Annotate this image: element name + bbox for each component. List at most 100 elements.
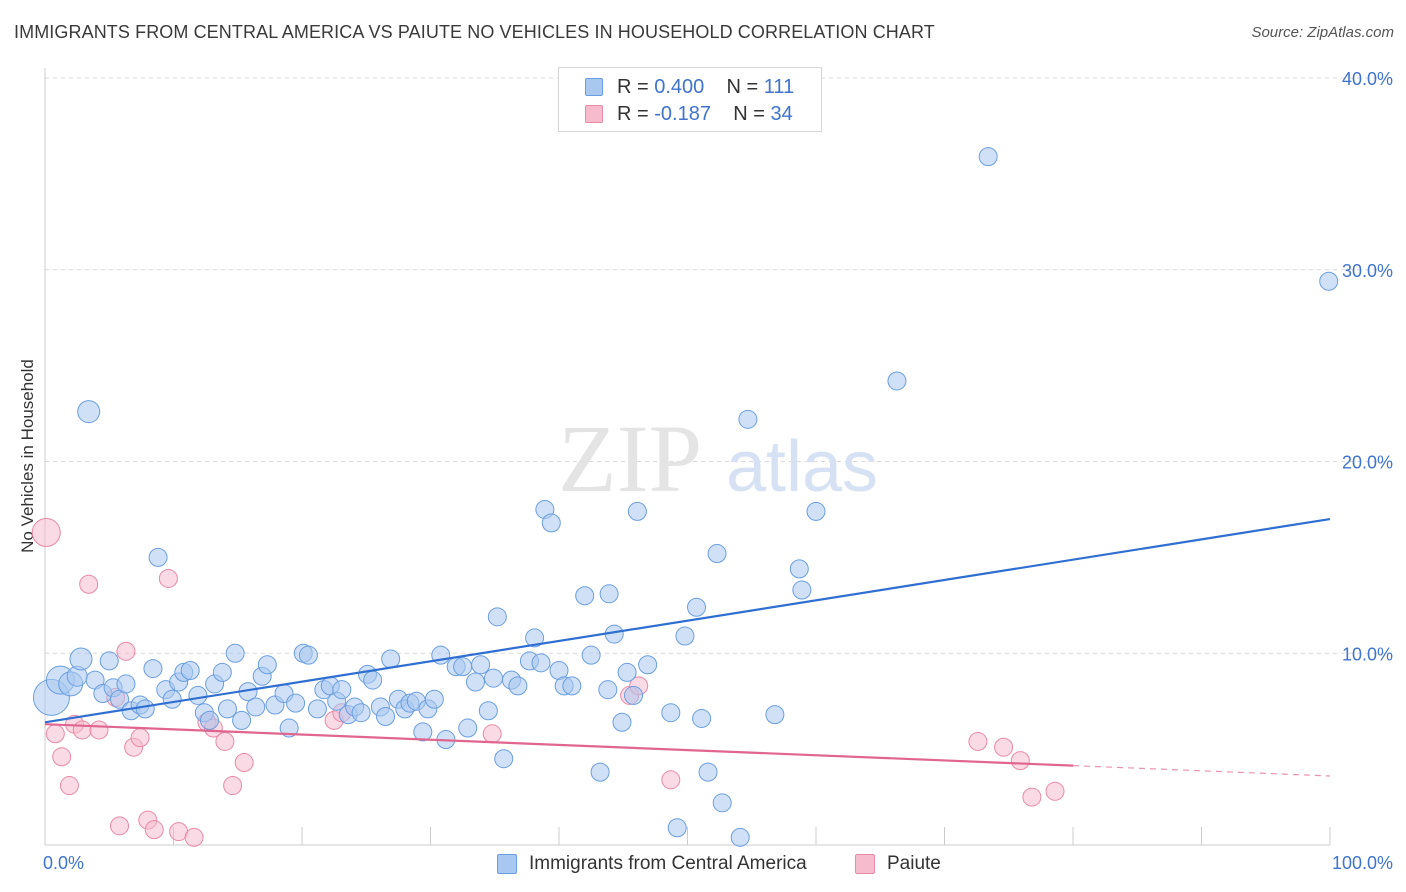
paiute-point xyxy=(661,770,681,790)
y-tick-label: 30.0% xyxy=(1342,261,1393,281)
central-america-point xyxy=(199,710,219,730)
legend-n-value: 34 xyxy=(770,102,793,125)
central-america-point xyxy=(738,409,758,429)
central-america-point xyxy=(887,371,907,391)
paiute-point xyxy=(89,720,109,740)
central-america-point xyxy=(508,676,528,696)
legend-n-label: N = xyxy=(726,75,759,98)
central-america-point xyxy=(789,559,809,579)
central-america-point xyxy=(143,659,163,679)
series-label-paiute: Paiute xyxy=(887,853,941,874)
central-america-point xyxy=(286,693,306,713)
central-america-point xyxy=(1319,271,1339,291)
central-america-point xyxy=(575,586,595,606)
central-america-points xyxy=(32,147,1339,847)
watermark-zip: ZIP xyxy=(558,405,702,512)
paiute-point xyxy=(1022,787,1042,807)
legend-r-label: R = xyxy=(617,102,649,125)
paiute-point xyxy=(994,737,1014,757)
paiute-point xyxy=(1045,781,1065,801)
pink-swatch xyxy=(855,854,875,874)
watermark-atlas: atlas xyxy=(726,427,878,507)
central-america-point xyxy=(363,670,383,690)
central-america-point xyxy=(453,657,473,677)
central-america-point xyxy=(69,647,93,671)
correlation-legend: R = 0.400 N = 111 R = -0.187 N = 34 xyxy=(558,67,822,132)
watermark: ZIP atlas xyxy=(558,405,878,512)
central-america-point xyxy=(77,400,101,424)
central-america-point xyxy=(627,501,647,521)
central-america-point xyxy=(217,699,237,719)
y-tick-label: 10.0% xyxy=(1342,644,1393,664)
paiute-point xyxy=(234,753,254,773)
central-america-point xyxy=(617,662,637,682)
central-america-point xyxy=(531,653,551,673)
central-america-point xyxy=(381,649,401,669)
central-america-trend-line xyxy=(44,517,1331,724)
central-america-point xyxy=(188,685,208,705)
paiute-point xyxy=(59,776,79,796)
central-america-point xyxy=(180,661,200,681)
central-america-point xyxy=(667,818,687,838)
legend-n-label: N = xyxy=(733,102,765,125)
central-america-point xyxy=(298,645,318,665)
bottom-legend-pink: Paiute xyxy=(855,851,941,877)
central-america-point xyxy=(279,718,299,738)
pink-swatch xyxy=(585,105,603,123)
bottom-legend-blue: Immigrants from Central America xyxy=(497,851,807,877)
legend-r-value: -0.187 xyxy=(654,102,711,125)
central-america-point xyxy=(541,513,561,533)
paiute-trend-line-extension xyxy=(1072,765,1331,777)
paiute-trend-line xyxy=(44,723,1074,767)
trend-lines xyxy=(44,517,1331,777)
central-america-point xyxy=(686,597,706,617)
y-tick-label: 20.0% xyxy=(1342,453,1393,473)
central-america-point xyxy=(590,762,610,782)
central-america-point xyxy=(638,655,658,675)
central-america-point xyxy=(562,676,582,696)
tick-labels: 10.0% 20.0% 30.0% 40.0% 0.0% 100.0% xyxy=(43,69,1393,873)
y-tick-label: 40.0% xyxy=(1342,69,1393,89)
central-america-point xyxy=(257,655,277,675)
central-america-point xyxy=(675,626,695,646)
paiute-point xyxy=(130,728,150,748)
legend-r-value: 0.400 xyxy=(654,75,705,98)
central-america-point xyxy=(99,651,119,671)
paiute-point xyxy=(52,747,72,767)
central-america-point xyxy=(525,628,545,648)
blue-swatch xyxy=(497,854,517,874)
central-america-point xyxy=(792,580,812,600)
x-tick-label: 100.0% xyxy=(1332,853,1393,873)
legend-r-label: R = xyxy=(617,75,649,98)
central-america-point xyxy=(351,703,371,723)
paiute-point xyxy=(158,568,178,588)
source-label: Source: ZipAtlas.com xyxy=(1251,24,1394,41)
central-america-point xyxy=(612,712,632,732)
central-america-point xyxy=(712,793,732,813)
central-america-point xyxy=(730,827,750,847)
legend-row-pink: R = -0.187 N = 34 xyxy=(585,101,793,127)
paiute-point xyxy=(144,820,164,840)
central-america-point xyxy=(661,703,681,723)
central-america-point xyxy=(978,147,998,167)
central-america-point xyxy=(471,655,491,675)
paiute-point xyxy=(79,574,99,594)
central-america-point xyxy=(806,501,826,521)
legend-row-blue: R = 0.400 N = 111 xyxy=(585,74,794,100)
central-america-point xyxy=(135,699,155,719)
central-america-point xyxy=(307,699,327,719)
central-america-point xyxy=(494,749,514,769)
central-america-point xyxy=(246,697,266,717)
central-america-point xyxy=(624,685,644,705)
x-tick-label: 0.0% xyxy=(43,853,84,873)
paiute-point xyxy=(116,641,136,661)
paiute-point xyxy=(968,731,988,751)
central-america-point xyxy=(376,707,396,727)
central-america-point xyxy=(465,672,485,692)
paiute-point xyxy=(215,731,235,751)
paiute-point xyxy=(223,776,243,796)
paiute-point xyxy=(184,827,204,847)
central-america-point xyxy=(225,643,245,663)
central-america-point xyxy=(413,722,433,742)
